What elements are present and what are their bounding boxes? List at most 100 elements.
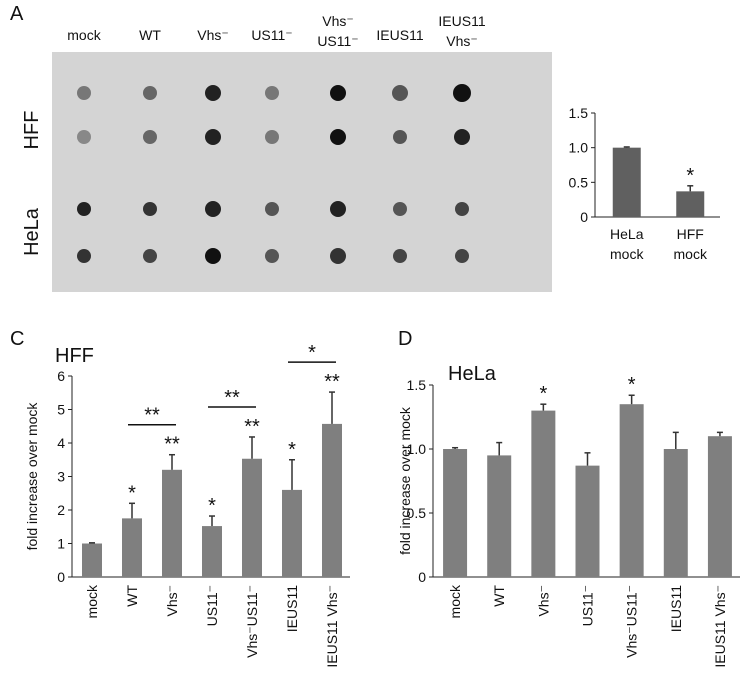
blot-dot: [143, 202, 157, 216]
y-tick-label: 1: [57, 536, 65, 552]
significance-label: *: [628, 374, 636, 396]
blot-dot: [265, 130, 279, 144]
blot-dot: [205, 129, 221, 145]
blot-dot: [205, 248, 221, 264]
x-tick-label: Vhs⁻US11⁻: [624, 585, 640, 658]
blot-column-label: US11⁻: [251, 27, 292, 43]
y-axis-label: fold increase over mock: [24, 402, 40, 551]
blot-dot: [393, 249, 407, 263]
significance-label: *: [686, 165, 694, 187]
y-tick-label: 6: [57, 368, 65, 384]
blot-membrane: [52, 52, 552, 292]
y-tick-label: 0.5: [569, 174, 589, 190]
blot-dot: [393, 202, 407, 216]
x-tick-label: mock: [447, 584, 463, 618]
blot-dot: [454, 129, 470, 145]
panel-label: A: [10, 3, 24, 25]
x-tick-label: Vhs⁻US11⁻: [244, 585, 260, 658]
y-tick-label: 5: [57, 402, 65, 418]
bar: [82, 543, 102, 577]
blot-dot: [265, 249, 279, 263]
y-tick-label: 0: [580, 209, 588, 225]
bar: [707, 436, 732, 577]
blot-dot: [143, 249, 157, 263]
panel-label: D: [398, 328, 412, 350]
blot-dot: [392, 85, 408, 101]
blot-dots: [77, 84, 471, 264]
bracket-label: **: [224, 387, 240, 409]
y-tick-label: 3: [57, 469, 65, 485]
blot-dot: [330, 248, 346, 264]
bar: [282, 489, 302, 577]
blot-dot: [453, 84, 471, 102]
blot-column-label: IEUS11: [438, 13, 485, 29]
x-tick-label: IEUS11: [668, 585, 684, 632]
x-tick-label: US11⁻: [204, 585, 220, 626]
x-tick-label: Vhs⁻: [535, 585, 551, 617]
bar: [162, 469, 182, 577]
blot-dot: [77, 249, 91, 263]
x-tick-label: mock: [674, 246, 708, 262]
bar: [676, 191, 705, 217]
x-tick-label: IEUS11: [284, 585, 300, 632]
blot-column-label: US11⁻: [317, 33, 358, 49]
blot-dot: [77, 86, 91, 100]
y-tick-label: 4: [57, 435, 65, 451]
significance-label: **: [324, 371, 340, 393]
y-tick-label: 1.5: [407, 377, 427, 393]
blot-dot: [393, 130, 407, 144]
blot-column-label: Vhs⁻: [197, 27, 229, 43]
bar: [531, 410, 556, 577]
blot-dot: [455, 202, 469, 216]
x-tick-label: US11⁻: [580, 585, 596, 626]
blot-column-label: mock: [67, 27, 101, 43]
blot-dot: [77, 130, 91, 144]
x-tick-label: HeLa: [610, 226, 644, 242]
y-tick-label: 0: [418, 569, 426, 585]
significance-label: *: [208, 495, 216, 517]
blot-dot: [205, 85, 221, 101]
significance-label: *: [128, 482, 136, 504]
significance-label: **: [164, 434, 180, 456]
bar: [575, 465, 600, 577]
significance-label: *: [288, 439, 296, 461]
y-tick-label: 0.5: [407, 505, 427, 521]
y-tick-label: 0: [57, 569, 65, 585]
blot-dot: [265, 86, 279, 100]
blot-dot: [265, 202, 279, 216]
significance-label: *: [539, 383, 547, 405]
blot-column-label: Vhs⁻: [446, 33, 478, 49]
bar: [612, 147, 641, 217]
chart-title: HeLa: [448, 363, 497, 385]
bar: [487, 455, 512, 577]
blot-dot: [455, 249, 469, 263]
bar: [202, 526, 222, 577]
blot-dot: [143, 130, 157, 144]
panel-label: C: [10, 328, 24, 350]
x-tick-label: WT: [124, 585, 140, 607]
y-tick-label: 1.0: [569, 140, 589, 156]
blot-dot: [77, 202, 91, 216]
bar: [663, 449, 688, 577]
x-tick-label: Vhs⁻: [164, 585, 180, 617]
blot-column-label: IEUS11: [376, 27, 423, 43]
bar: [242, 458, 262, 577]
blot-row-label: HFF: [21, 111, 43, 150]
y-tick-label: 1.0: [407, 441, 427, 457]
bar: [122, 518, 142, 577]
blot-column-label: WT: [139, 27, 161, 43]
blot-row-label: HeLa: [21, 207, 43, 256]
blot-dot: [330, 129, 346, 145]
y-tick-label: 1.5: [569, 105, 589, 121]
blot-dot: [143, 86, 157, 100]
chart-title: HFF: [55, 345, 94, 367]
bracket-label: **: [144, 405, 160, 427]
x-tick-label: IEUS11 Vhs⁻: [712, 585, 728, 668]
x-tick-label: mock: [610, 246, 644, 262]
y-axis-label: fold increase over mock: [397, 406, 413, 555]
x-tick-label: IEUS11 Vhs⁻: [324, 585, 340, 668]
blot-dot: [205, 201, 221, 217]
blot-dot: [330, 85, 346, 101]
x-tick-label: WT: [491, 585, 507, 607]
